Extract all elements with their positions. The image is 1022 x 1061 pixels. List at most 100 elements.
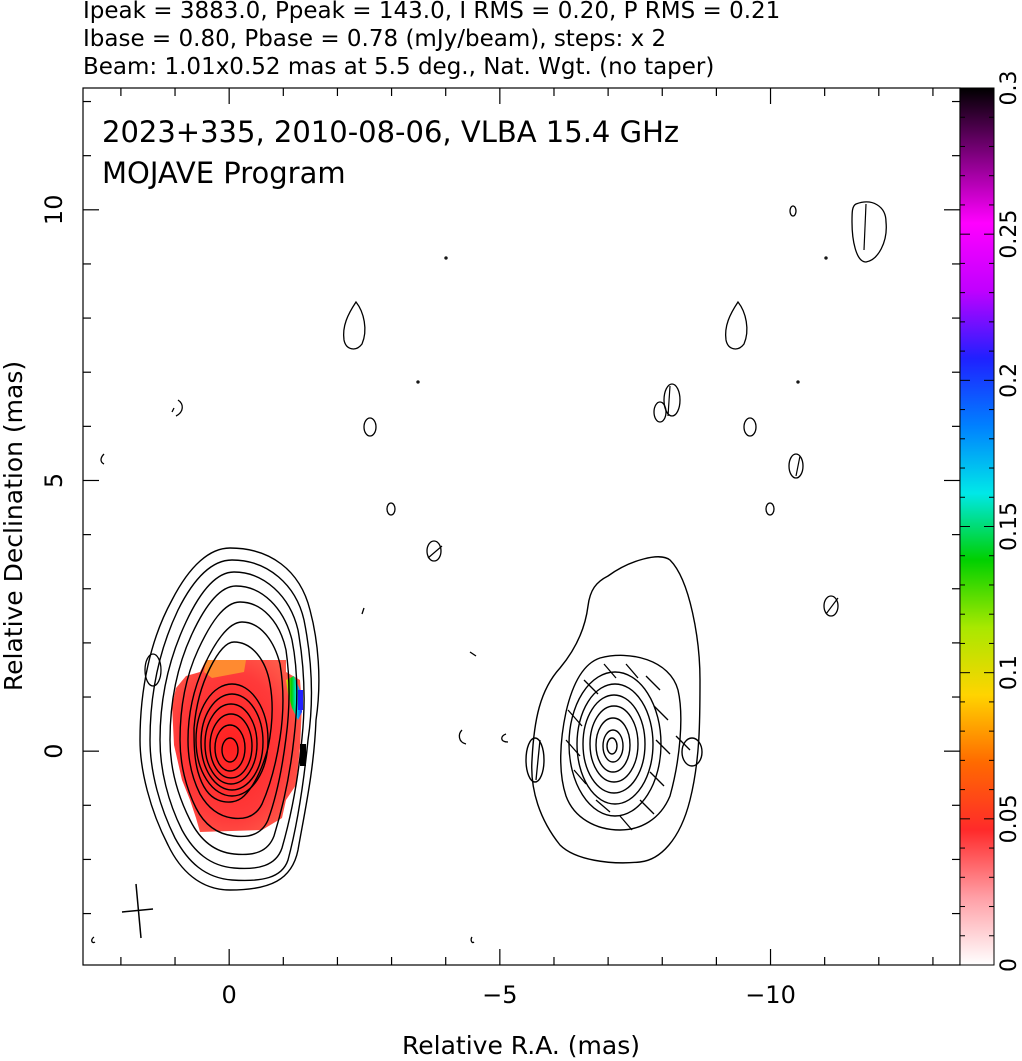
x-axis-label: Relative R.A. (mas) (402, 1031, 640, 1060)
right-contour (589, 705, 639, 783)
pol-vector (427, 545, 443, 559)
pol-vector (565, 739, 581, 757)
polarization-vectors (535, 663, 691, 831)
x-tick-label: −10 (745, 981, 796, 1009)
right-blob (525, 737, 545, 783)
right-contour (582, 694, 646, 794)
pol-vector (863, 203, 867, 251)
noise-contour (470, 936, 475, 944)
x-tick-label: 0 (222, 981, 237, 1009)
noise-dot (824, 256, 828, 260)
y-tick-label: 5 (40, 473, 68, 488)
colorbar-tick-label: 0.1 (997, 655, 1022, 690)
colorbar-tick-label: 0.3 (997, 71, 1022, 106)
pol-vector (573, 769, 587, 785)
noise-contours (91, 201, 887, 944)
x-tick-label: −5 (482, 981, 517, 1009)
core-contour (214, 724, 246, 772)
colorbar-tick-label: 0.2 (997, 363, 1022, 398)
noise-contour (100, 453, 105, 465)
noise-contour (743, 417, 757, 437)
noise-contour (501, 733, 509, 743)
polarization-region-top (204, 660, 246, 678)
noise-contour (724, 300, 748, 350)
core-contour (149, 559, 313, 882)
core-contour (187, 621, 284, 820)
noise-contour (653, 401, 667, 423)
colorbar-tick-label: 0 (997, 958, 1022, 972)
colorbar-tick-label: 0.05 (997, 794, 1022, 843)
noise-contour (91, 936, 96, 944)
pol-vector (655, 739, 671, 755)
header-line-3: Beam: 1.01x0.52 mas at 5.5 deg., Nat. Wg… (83, 54, 714, 80)
noise-dot (444, 256, 448, 260)
pol-vector (795, 455, 801, 477)
pol-vector (595, 799, 611, 813)
noise-contour (363, 417, 377, 437)
x-axis-ticks (120, 88, 934, 965)
colorbar-tick-label: 0.15 (997, 502, 1022, 551)
right-contour (602, 729, 624, 763)
right-blob (681, 737, 703, 767)
core-contour (209, 713, 253, 779)
noise-contour (788, 453, 804, 479)
colorbar: 0 0.05 0.1 0.15 0.2 0.25 0.3 (959, 71, 1022, 973)
y-axis-ticks (83, 100, 960, 915)
y-axis-tick-labels: 0 5 10 (40, 195, 68, 759)
core-contour (169, 585, 298, 856)
right-contour (595, 717, 631, 773)
polarization-region-tip (298, 690, 303, 710)
pol-vector (567, 709, 583, 727)
noise-contour (789, 205, 797, 217)
right-source-contours (525, 556, 703, 864)
beam-marker (121, 883, 154, 939)
y-tick-label: 0 (40, 744, 68, 759)
core-contour-outer (139, 547, 320, 891)
core-contour (204, 703, 258, 785)
pol-vector (583, 679, 599, 695)
noise-contour (765, 502, 775, 516)
noise-contour (458, 729, 467, 745)
noise-dot (796, 380, 800, 384)
pol-vector (675, 735, 691, 751)
pol-vector (639, 799, 655, 815)
core-contour (179, 601, 290, 838)
noise-contour (144, 653, 162, 687)
noise-contour (823, 595, 839, 617)
core-contour (200, 693, 264, 791)
polarization-region-bottom (300, 744, 306, 766)
core-contour (193, 641, 273, 803)
core-contour (195, 683, 269, 797)
core-contour (221, 737, 239, 763)
header-line-1: Ipeak = 3883.0, Ppeak = 143.0, I RMS = 0… (83, 0, 780, 24)
program-annotation: MOJAVE Program (102, 156, 346, 190)
polarization-image (172, 660, 306, 832)
pol-vector (653, 705, 669, 721)
core-contour (159, 571, 305, 870)
noise-vectors (427, 203, 867, 615)
noise-contour (386, 502, 396, 516)
x-axis-tick-labels: 0 −5 −10 (222, 981, 796, 1009)
plot-frame (82, 87, 961, 966)
colorbar-ticks (960, 87, 994, 966)
right-contour (576, 683, 654, 805)
pol-vector (603, 663, 617, 679)
y-axis-label: Relative Declination (mas) (0, 361, 28, 691)
noise-contour (426, 540, 442, 562)
pol-vector (625, 663, 639, 679)
pol-vector (825, 597, 839, 615)
core-contours (139, 547, 320, 891)
noise-contour (342, 300, 366, 350)
pol-vector (649, 771, 665, 787)
colorbar-tick-labels: 0 0.05 0.1 0.15 0.2 0.25 0.3 (997, 71, 1022, 973)
noise-contour (171, 399, 183, 417)
noise-contour (663, 383, 681, 417)
noise-contour (469, 651, 477, 657)
noise-contour (361, 607, 365, 615)
colorbar-tick-label: 0.25 (997, 210, 1022, 259)
pol-vector (667, 385, 671, 417)
pol-vector (619, 815, 633, 831)
header-line-2: Ibase = 0.80, Pbase = 0.78 (mJy/beam), s… (83, 26, 666, 52)
right-contour-outer (531, 556, 701, 864)
